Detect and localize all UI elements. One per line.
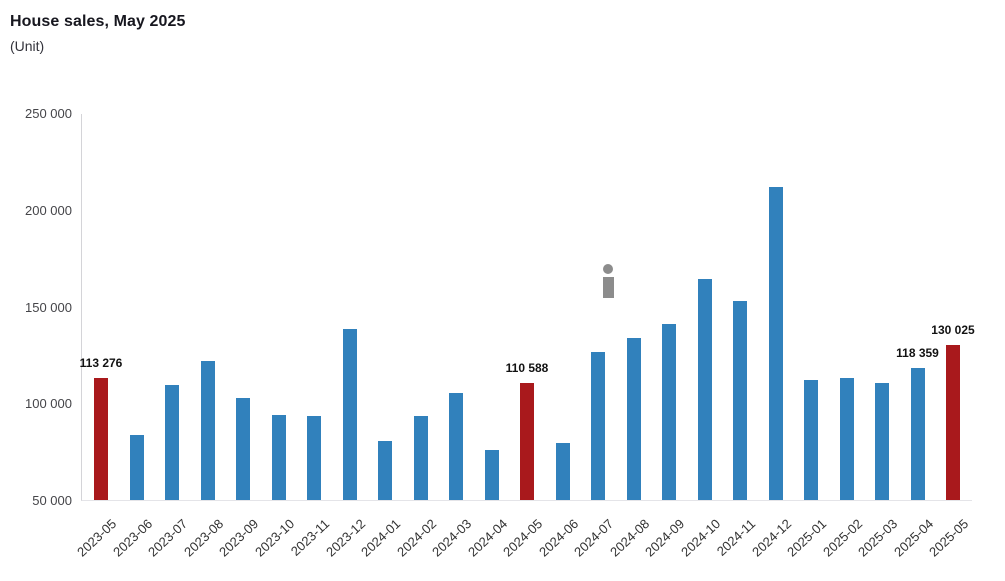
bar-2024-06[interactable] xyxy=(555,443,570,500)
bar-2024-10[interactable] xyxy=(697,279,712,500)
y-tick-label-200000: 200 000 xyxy=(25,202,72,218)
x-tick-label-2024-02: 2024-02 xyxy=(393,516,439,560)
bar-2024-07[interactable] xyxy=(591,352,605,500)
y-tick-label-50000: 50 000 xyxy=(32,493,72,508)
bar-2025-05[interactable] xyxy=(946,345,960,500)
x-tick-label-2024-06: 2024-06 xyxy=(535,516,581,560)
y-axis: 250 000 200 000 150 000 100 000 50 000 xyxy=(0,106,72,508)
y-tick-label-150000: 150 000 xyxy=(25,299,72,315)
x-tick-label-2024-04: 2024-04 xyxy=(464,516,510,560)
bar-2024-11[interactable] xyxy=(733,301,747,500)
x-tick-label-2023-08: 2023-08 xyxy=(180,516,226,560)
bar-value-label-2024-05: 110 588 xyxy=(505,361,549,375)
x-tick-label-2023-12: 2023-12 xyxy=(322,516,368,560)
bar-2025-03[interactable] xyxy=(875,383,889,500)
plot-area: 113 276 110 588 118 359 130 025 xyxy=(79,114,975,501)
bar-2023-10[interactable] xyxy=(271,415,286,500)
chart-unit-label: (Unit) xyxy=(10,38,45,54)
x-axis: 2023-05 2023-06 2023-07 2023-08 2023-09 2023-… xyxy=(74,503,972,578)
bar-2023-07[interactable] xyxy=(165,385,179,500)
x-tick-label-2024-11: 2024-11 xyxy=(713,516,759,559)
y-tick-label-250000: 250 000 xyxy=(25,106,72,121)
y-tick-label-100000: 100 000 xyxy=(25,396,72,412)
chart-title: House sales, May 2025 xyxy=(10,13,186,30)
x-tick-label-2025-02: 2025-02 xyxy=(819,516,865,560)
bar-2024-05[interactable] xyxy=(520,383,534,500)
bar-value-label-2023-05: 113 276 xyxy=(79,356,123,370)
x-tick-label-2024-08: 2024-08 xyxy=(606,516,652,560)
bar-2024-12[interactable] xyxy=(768,187,783,500)
bar-2024-09[interactable] xyxy=(662,324,676,500)
x-tick-label-2025-04: 2025-04 xyxy=(890,516,936,560)
bar-2024-02[interactable] xyxy=(413,416,428,500)
bar-2024-03[interactable] xyxy=(449,393,463,500)
bar-2025-04[interactable] xyxy=(910,368,925,500)
bar-2023-05[interactable] xyxy=(94,378,108,500)
bar-value-label-2025-04: 118 359 xyxy=(896,346,939,360)
bar-2023-12[interactable] xyxy=(342,329,357,500)
x-tick-label-2023-11: 2023-11 xyxy=(287,516,333,559)
info-icon-dot xyxy=(603,264,613,274)
bar-2024-01[interactable] xyxy=(378,441,392,500)
x-tick-label-2023-06: 2023-06 xyxy=(109,516,155,560)
bar-2025-01[interactable] xyxy=(804,380,818,500)
bar-2025-02[interactable] xyxy=(839,378,854,500)
bar-2023-09[interactable] xyxy=(236,398,250,500)
bar-value-label-2025-05: 130 025 xyxy=(931,323,975,337)
bar-2023-08[interactable] xyxy=(200,361,215,500)
bar-2023-06[interactable] xyxy=(129,435,144,500)
x-tick-label-2023-10: 2023-10 xyxy=(251,516,297,560)
info-icon-stem xyxy=(602,277,614,298)
info-icon[interactable] xyxy=(602,264,614,298)
bar-2024-08[interactable] xyxy=(626,338,641,500)
x-tick-label-2024-10: 2024-10 xyxy=(677,516,723,560)
x-tick-label-2024-12: 2024-12 xyxy=(748,516,794,560)
bar-2023-11[interactable] xyxy=(307,416,321,500)
bar-2024-04[interactable] xyxy=(484,450,499,500)
x-tick-label-2023-05: 2023-05 xyxy=(74,516,120,560)
